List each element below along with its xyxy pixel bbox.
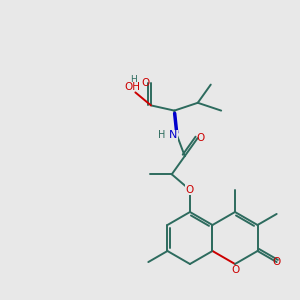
Text: O: O bbox=[196, 133, 205, 143]
Text: H: H bbox=[130, 75, 137, 84]
Text: N: N bbox=[169, 130, 177, 140]
Text: OH: OH bbox=[124, 82, 140, 92]
Text: O: O bbox=[186, 185, 194, 195]
Text: H: H bbox=[158, 130, 165, 140]
Text: O: O bbox=[142, 78, 150, 88]
Text: O: O bbox=[231, 265, 239, 275]
Text: O: O bbox=[272, 257, 281, 267]
